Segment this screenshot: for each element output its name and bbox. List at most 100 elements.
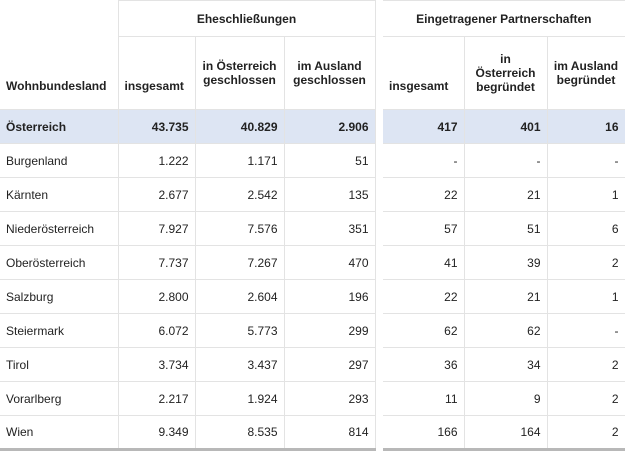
header-marriages-abroad: im Ausland geschlossen	[284, 36, 376, 110]
row-state-name: Oberösterreich	[0, 245, 119, 280]
cell-partnerships-abroad: 2	[547, 381, 625, 416]
cell-marriages-austria: 5.773	[195, 313, 285, 348]
cell-marriages-austria: 40.829	[195, 109, 285, 144]
table-row: Niederösterreich 7.927 7.576 351 57 51 6	[0, 211, 625, 246]
cell-marriages-total: 43.735	[118, 109, 196, 144]
header-group-partnerships: Eingetragener Partnerschaften	[383, 0, 625, 37]
row-state-name: Burgenland	[0, 143, 119, 178]
cell-partnerships-total: 62	[383, 313, 465, 348]
header-empty-cell	[0, 0, 119, 37]
cell-partnerships-total: 166	[383, 415, 465, 451]
cell-partnerships-austria: 62	[464, 313, 548, 348]
cell-partnerships-abroad: 16	[547, 109, 625, 144]
cell-partnerships-abroad: 2	[547, 415, 625, 451]
cell-partnerships-austria: 34	[464, 347, 548, 382]
cell-marriages-total: 2.217	[118, 381, 196, 416]
cell-partnerships-austria: 39	[464, 245, 548, 280]
cell-marriages-abroad: 297	[284, 347, 376, 382]
row-state-name: Kärnten	[0, 177, 119, 212]
cell-partnerships-total: 36	[383, 347, 465, 382]
row-state-name: Tirol	[0, 347, 119, 382]
cell-marriages-austria: 7.267	[195, 245, 285, 280]
cell-partnerships-austria: 21	[464, 177, 548, 212]
row-state-name: Salzburg	[0, 279, 119, 314]
cell-partnerships-austria: 9	[464, 381, 548, 416]
cell-partnerships-austria: 401	[464, 109, 548, 144]
row-state-name: Österreich	[0, 109, 119, 144]
cell-partnerships-total: 22	[383, 177, 465, 212]
header-partnerships-total: insgesamt	[383, 36, 465, 110]
cell-marriages-total: 7.737	[118, 245, 196, 280]
cell-partnerships-austria: 51	[464, 211, 548, 246]
cell-marriages-abroad: 2.906	[284, 109, 376, 144]
row-state-name: Wien	[0, 415, 119, 451]
table-row: Oberösterreich 7.737 7.267 470 41 39 2	[0, 245, 625, 280]
cell-partnerships-total: 57	[383, 211, 465, 246]
cell-marriages-austria: 1.171	[195, 143, 285, 178]
header-group-row: Eheschließungen Eingetragener Partnersch…	[0, 0, 625, 37]
cell-marriages-total: 1.222	[118, 143, 196, 178]
cell-partnerships-abroad: -	[547, 313, 625, 348]
cell-marriages-austria: 7.576	[195, 211, 285, 246]
header-marriages-total: insgesamt	[118, 36, 196, 110]
header-marriages-austria: in Österreich geschlossen	[195, 36, 285, 110]
cell-gap	[375, 415, 383, 450]
table-body: Österreich 43.735 40.829 2.906 417 401 1…	[0, 109, 625, 451]
cell-partnerships-total: -	[383, 143, 465, 178]
cell-marriages-austria: 1.924	[195, 381, 285, 416]
cell-gap	[375, 245, 383, 280]
cell-gap	[375, 347, 383, 382]
cell-marriages-total: 2.677	[118, 177, 196, 212]
cell-partnerships-abroad: -	[547, 143, 625, 178]
table-row: Burgenland 1.222 1.171 51 - - -	[0, 143, 625, 178]
cell-partnerships-abroad: 6	[547, 211, 625, 246]
table-row: Wien 9.349 8.535 814 166 164 2	[0, 415, 625, 451]
cell-partnerships-total: 417	[383, 109, 465, 144]
header-partnerships-abroad: im Ausland begründet	[547, 36, 625, 110]
cell-marriages-austria: 2.542	[195, 177, 285, 212]
header-partnerships-austria: in Österreich begründet	[464, 36, 548, 110]
cell-partnerships-austria: 21	[464, 279, 548, 314]
table-row: Steiermark 6.072 5.773 299 62 62 -	[0, 313, 625, 348]
cell-gap	[375, 313, 383, 348]
cell-gap	[375, 109, 383, 144]
cell-partnerships-total: 41	[383, 245, 465, 280]
cell-marriages-abroad: 299	[284, 313, 376, 348]
cell-marriages-austria: 8.535	[195, 415, 285, 451]
cell-partnerships-abroad: 1	[547, 279, 625, 314]
table-row: Vorarlberg 2.217 1.924 293 11 9 2	[0, 381, 625, 416]
cell-partnerships-austria: -	[464, 143, 548, 178]
cell-gap	[375, 211, 383, 246]
cell-partnerships-abroad: 2	[547, 347, 625, 382]
cell-partnerships-total: 11	[383, 381, 465, 416]
header-gap	[375, 0, 383, 37]
cell-partnerships-austria: 164	[464, 415, 548, 451]
cell-marriages-austria: 2.604	[195, 279, 285, 314]
row-state-name: Steiermark	[0, 313, 119, 348]
cell-partnerships-abroad: 2	[547, 245, 625, 280]
cell-gap	[375, 177, 383, 212]
header-group-marriages: Eheschließungen	[118, 0, 376, 37]
cell-gap	[375, 381, 383, 416]
cell-gap	[375, 143, 383, 178]
table-row: Salzburg 2.800 2.604 196 22 21 1	[0, 279, 625, 314]
cell-marriages-austria: 3.437	[195, 347, 285, 382]
header-state: Wohnbundesland	[0, 36, 119, 110]
header-column-row: Wohnbundesland insgesamt in Österreich g…	[0, 36, 625, 110]
cell-marriages-abroad: 135	[284, 177, 376, 212]
cell-marriages-total: 9.349	[118, 415, 196, 451]
cell-marriages-abroad: 351	[284, 211, 376, 246]
cell-marriages-total: 2.800	[118, 279, 196, 314]
row-state-name: Niederösterreich	[0, 211, 119, 246]
cell-marriages-abroad: 814	[284, 415, 376, 451]
cell-marriages-total: 7.927	[118, 211, 196, 246]
table-row: Tirol 3.734 3.437 297 36 34 2	[0, 347, 625, 382]
cell-marriages-total: 3.734	[118, 347, 196, 382]
row-state-name: Vorarlberg	[0, 381, 119, 416]
header-gap	[375, 36, 383, 110]
table-header: Eheschließungen Eingetragener Partnersch…	[0, 0, 625, 110]
cell-marriages-abroad: 196	[284, 279, 376, 314]
cell-marriages-abroad: 51	[284, 143, 376, 178]
